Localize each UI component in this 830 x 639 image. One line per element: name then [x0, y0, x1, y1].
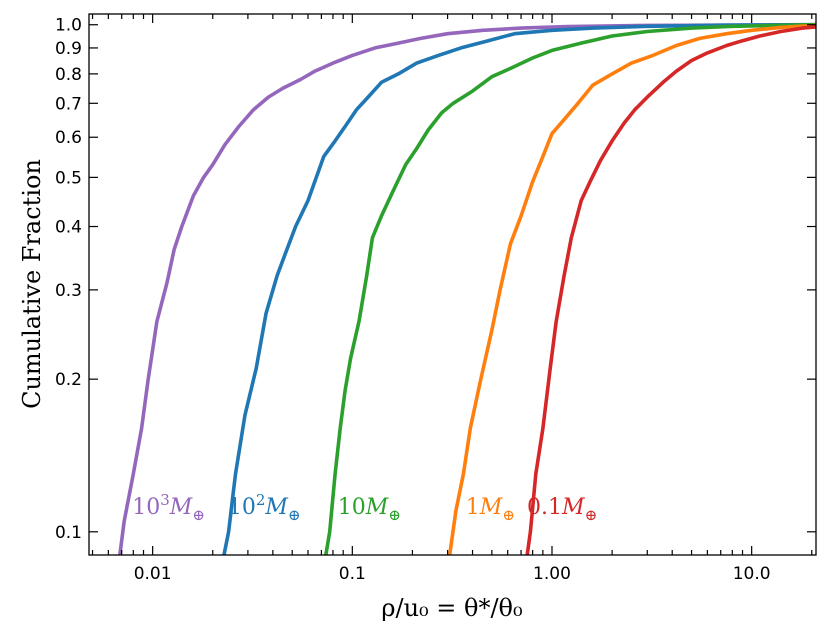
series-lines	[118, 22, 816, 555]
x-tick-label: 0.1	[339, 564, 366, 584]
y-tick-label: 0.7	[55, 94, 82, 114]
y-tick-label: 1.0	[55, 16, 82, 36]
series-label-3: 1M⊕	[466, 495, 515, 524]
y-tick-label: 0.2	[55, 370, 82, 390]
y-tick-label: 0.4	[55, 218, 82, 238]
series-line-3	[447, 23, 816, 555]
series-line-2	[323, 22, 816, 555]
series-label-1: 102M⊕	[228, 491, 301, 524]
series-label-4: 0.1M⊕	[527, 495, 597, 524]
plot-frame	[88, 13, 817, 556]
axis-ticks	[89, 14, 816, 555]
x-tick-label: 1.00	[533, 564, 571, 584]
x-axis-label: ρ/u₀ = θ*/θ₀	[381, 594, 522, 622]
y-tick-label: 0.3	[55, 281, 82, 301]
y-tick-label: 0.1	[55, 523, 82, 543]
y-tick-label: 0.8	[55, 65, 82, 85]
series-line-4	[525, 25, 816, 555]
series-line-1	[222, 22, 816, 555]
series-line-0	[118, 22, 816, 555]
series-labels: 103M⊕ 102M⊕ 10M⊕ 1M⊕ 0.1M⊕	[132, 491, 597, 524]
x-tick-label: 10.0	[733, 564, 771, 584]
series-label-0: 103M⊕	[132, 491, 205, 524]
x-tick-label: 0.01	[134, 564, 172, 584]
y-tick-label: 0.5	[55, 168, 82, 188]
series-label-2: 10M⊕	[338, 495, 401, 524]
y-tick-label: 0.9	[55, 39, 82, 59]
tick-labels: 0.01 0.1 1.00 10.0 0.1 0.2 0.3 0.4 0.5 0.6 0.7 0.8 0…	[55, 16, 771, 584]
y-tick-label: 0.6	[55, 128, 82, 148]
y-axis-label: Cumulative Fraction	[18, 159, 46, 409]
